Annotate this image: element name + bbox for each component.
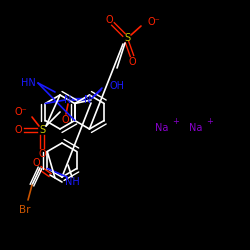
Text: O⁻: O⁻ xyxy=(14,107,27,117)
Text: +: + xyxy=(206,118,213,126)
Text: OH: OH xyxy=(110,81,125,91)
Text: HN: HN xyxy=(20,78,36,88)
Text: +: + xyxy=(172,118,179,126)
Text: Na: Na xyxy=(155,123,169,133)
Text: Na: Na xyxy=(189,123,203,133)
Text: N: N xyxy=(64,95,72,105)
Text: S: S xyxy=(124,33,130,43)
Text: O: O xyxy=(105,15,113,25)
Text: Br: Br xyxy=(19,205,31,215)
Text: O⁻: O⁻ xyxy=(147,17,160,27)
Text: O: O xyxy=(32,158,40,168)
Text: O: O xyxy=(38,149,46,159)
Text: O: O xyxy=(61,115,69,125)
Text: NH: NH xyxy=(64,177,80,187)
Text: N: N xyxy=(84,95,92,105)
Text: O: O xyxy=(128,57,136,67)
Text: O: O xyxy=(14,125,22,135)
Text: S: S xyxy=(39,125,45,135)
